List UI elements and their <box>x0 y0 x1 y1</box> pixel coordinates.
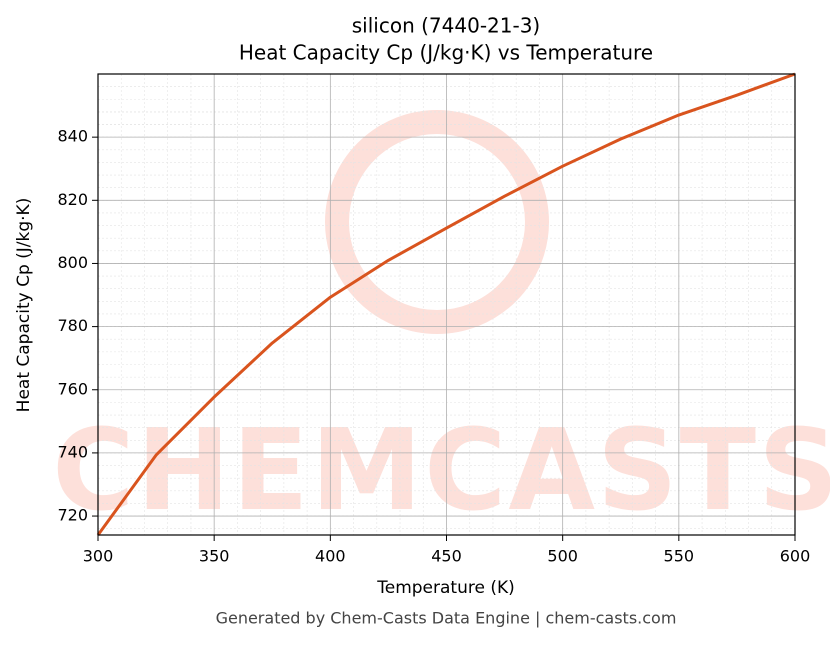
y-tick-label: 760 <box>57 379 88 398</box>
x-tick-label: 300 <box>83 547 114 566</box>
x-tick-label: 500 <box>547 547 578 566</box>
x-axis-label: Temperature (K) <box>376 578 515 598</box>
y-tick-label: 720 <box>57 506 88 525</box>
x-tick-label: 600 <box>780 547 811 566</box>
footer: Generated by Chem-Casts Data Engine | ch… <box>216 609 677 628</box>
y-tick-label: 780 <box>57 316 88 335</box>
chart-title: silicon (7440-21-3) <box>352 14 540 38</box>
y-tick-label: 840 <box>57 127 88 146</box>
x-tick-label: 550 <box>664 547 695 566</box>
x-tick-label: 350 <box>199 547 230 566</box>
y-tick-label: 740 <box>57 442 88 461</box>
plot-frame <box>97 73 796 536</box>
y-axis-label: Heat Capacity Cp (J/kg·K) <box>14 198 34 413</box>
x-tick-label: 450 <box>431 547 462 566</box>
chart-subtitle: Heat Capacity Cp (J/kg·K) vs Temperature <box>239 41 653 65</box>
x-tick-label: 400 <box>315 547 346 566</box>
y-tick-label: 800 <box>57 253 88 272</box>
line <box>96 72 796 536</box>
watermark-ring <box>325 110 549 334</box>
y-tick-label: 820 <box>57 190 88 209</box>
